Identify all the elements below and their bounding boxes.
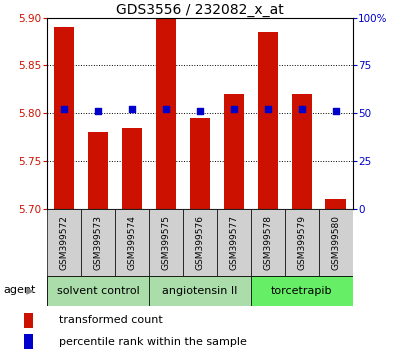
Bar [189, 118, 209, 209]
Point [94, 109, 101, 114]
Text: GSM399572: GSM399572 [59, 215, 68, 270]
Point [196, 109, 203, 114]
Text: GSM399580: GSM399580 [330, 215, 339, 270]
Point [298, 107, 304, 112]
Text: angiotensin II: angiotensin II [162, 286, 237, 296]
Bar [250, 209, 284, 276]
Text: GSM399579: GSM399579 [297, 215, 306, 270]
Bar [24, 313, 33, 327]
Bar [155, 13, 176, 209]
Bar [148, 276, 250, 306]
Bar [47, 209, 81, 276]
Text: solvent control: solvent control [56, 286, 139, 296]
Text: GSM399573: GSM399573 [93, 215, 102, 270]
Point [264, 107, 270, 112]
Bar [47, 276, 148, 306]
Bar [115, 209, 148, 276]
Point [61, 107, 67, 112]
Bar [223, 94, 243, 209]
Bar [182, 209, 216, 276]
Point [128, 107, 135, 112]
Bar [121, 127, 142, 209]
Bar [257, 32, 277, 209]
Text: GSM399575: GSM399575 [161, 215, 170, 270]
Bar [54, 27, 74, 209]
Bar [284, 209, 318, 276]
Bar [81, 209, 115, 276]
Text: GSM399574: GSM399574 [127, 215, 136, 270]
Bar [318, 209, 352, 276]
Bar [325, 199, 345, 209]
Bar [250, 276, 352, 306]
Point [332, 109, 338, 114]
Text: GSM399578: GSM399578 [263, 215, 272, 270]
Text: GSM399577: GSM399577 [229, 215, 238, 270]
Text: torcetrapib: torcetrapib [270, 286, 332, 296]
Bar [24, 334, 33, 349]
Text: agent: agent [4, 285, 36, 295]
Text: GSM399576: GSM399576 [195, 215, 204, 270]
Title: GDS3556 / 232082_x_at: GDS3556 / 232082_x_at [116, 3, 283, 17]
Point [162, 107, 169, 112]
Text: transformed count: transformed count [59, 315, 163, 325]
Bar [148, 209, 182, 276]
Text: percentile rank within the sample: percentile rank within the sample [59, 337, 247, 347]
Bar [216, 209, 250, 276]
Bar [291, 94, 311, 209]
Bar [88, 132, 108, 209]
Point [230, 107, 236, 112]
